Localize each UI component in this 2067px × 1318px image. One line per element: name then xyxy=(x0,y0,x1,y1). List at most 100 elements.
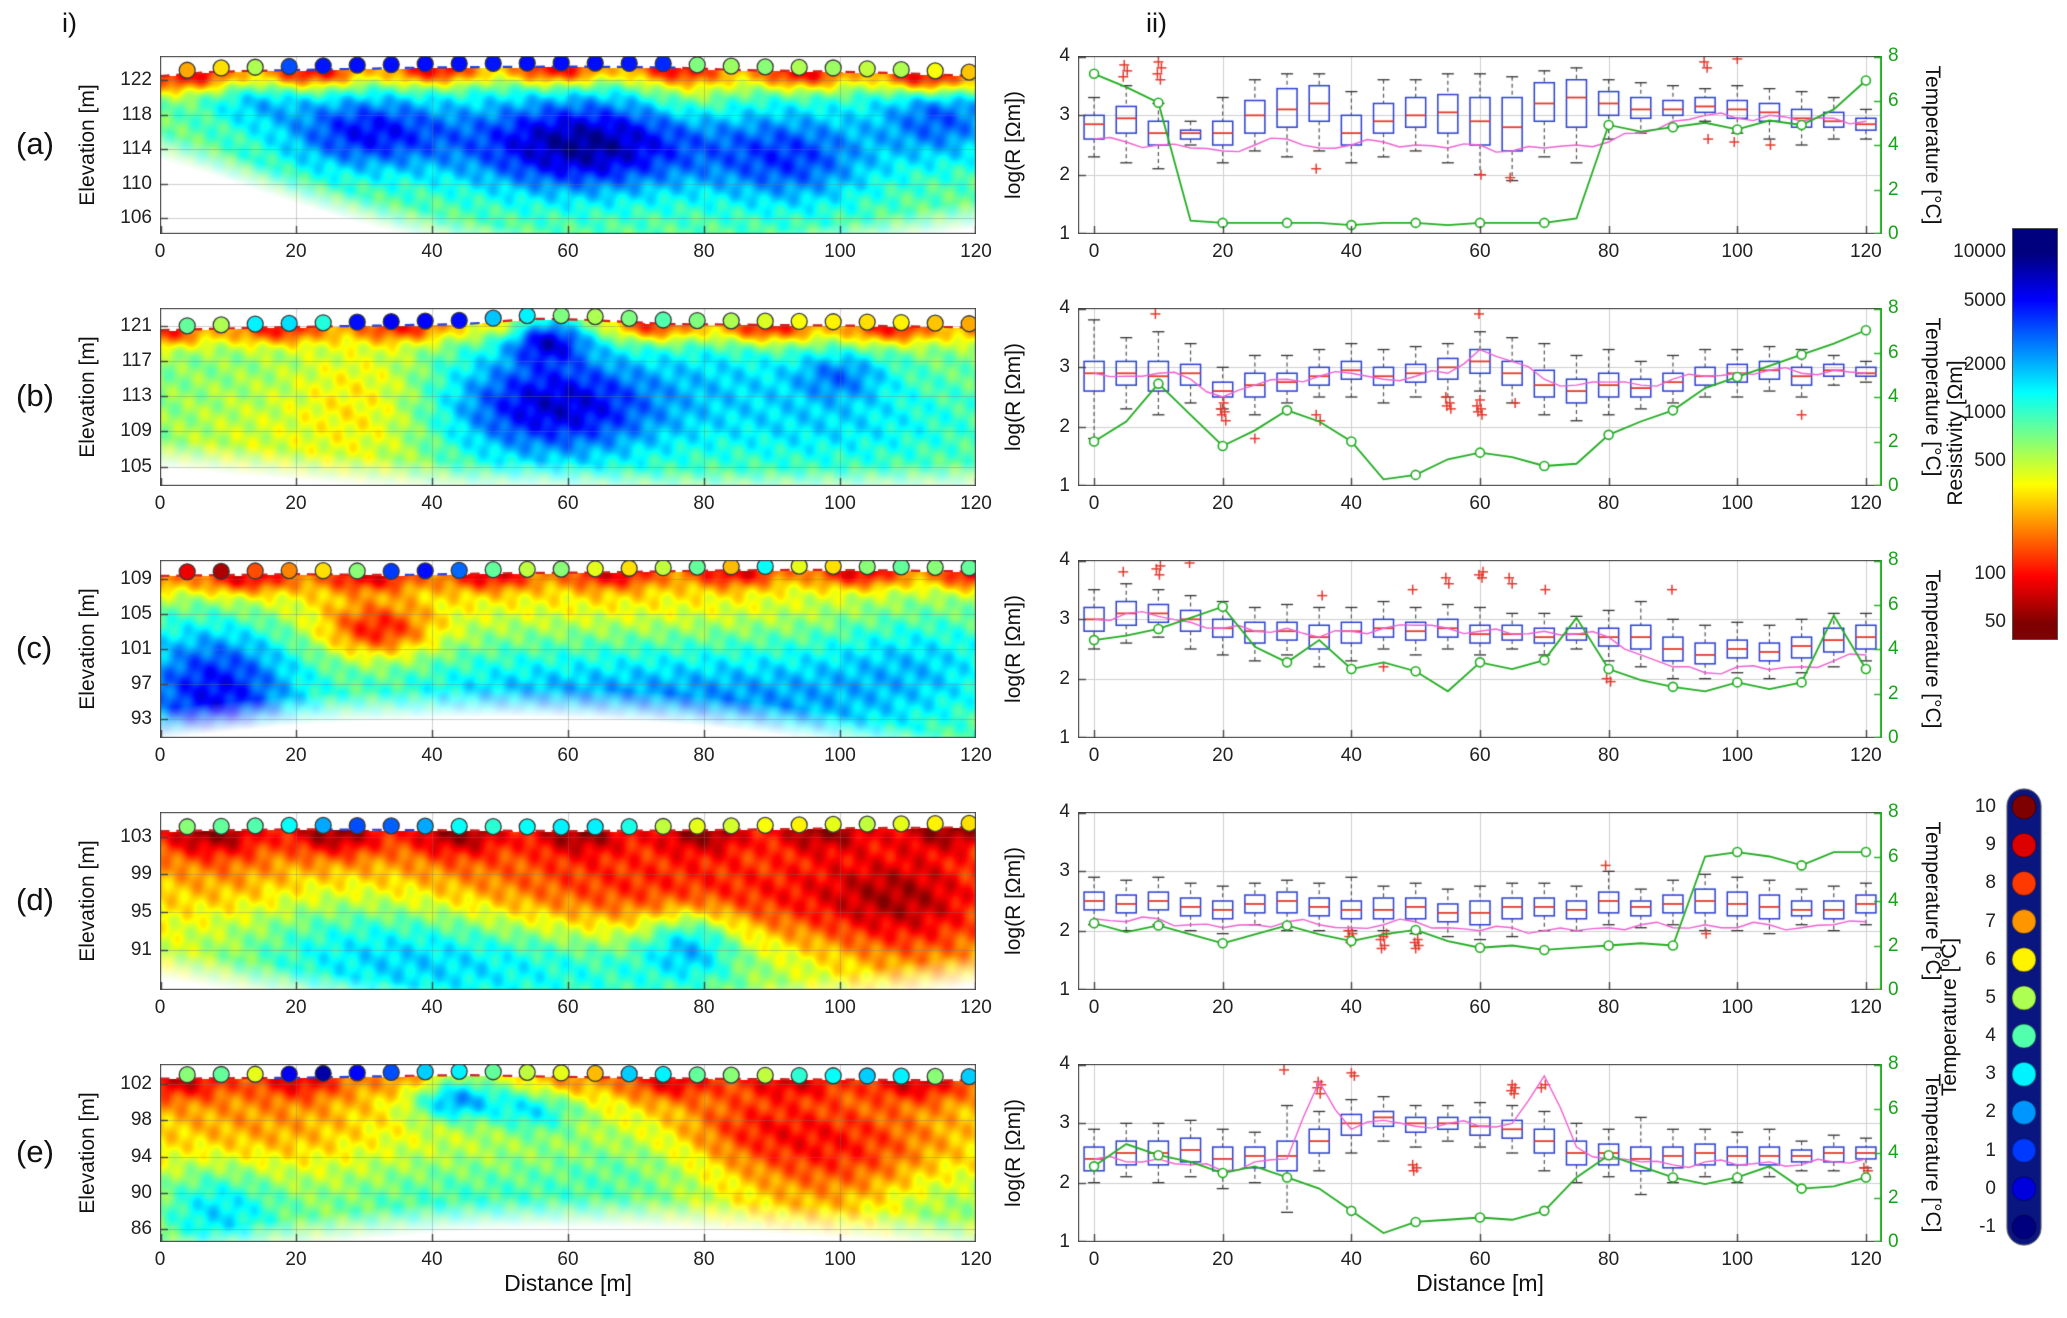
elevation-tick-label-a: 118 xyxy=(121,103,152,125)
column-label-ii: ii) xyxy=(1146,8,1167,38)
logR-tick-label-d: 2 xyxy=(1059,919,1070,941)
temperature-tick-label-b: 8 xyxy=(1888,297,1899,318)
profile-x-tick-label-c: 40 xyxy=(1340,745,1362,766)
section-x-tick-label-e: 60 xyxy=(557,1249,579,1270)
temperature-colorbar-tick-label: 5 xyxy=(1985,986,1996,1008)
section-x-tick-label-d: 120 xyxy=(960,997,992,1018)
section-heatmap-b xyxy=(160,308,976,486)
section-x-tick-label-d: 60 xyxy=(557,997,579,1018)
temperature-tick-label-a: 6 xyxy=(1888,89,1899,111)
elevation-tick-label-c: 109 xyxy=(120,568,152,590)
temperature-colorbar-tick-label: 10 xyxy=(1974,796,1996,818)
section-heatmap-c xyxy=(160,560,976,738)
temperature-tick-label-e: 8 xyxy=(1888,1053,1899,1074)
elevation-tick-label-e: 86 xyxy=(130,1218,152,1240)
temperature-tick-label-e: 4 xyxy=(1888,1142,1899,1163)
profile-x-tick-label-c: 0 xyxy=(1088,745,1100,766)
section-x-tick-label-e: 40 xyxy=(421,1249,443,1270)
resistivity-colorbar-tick-label: 50 xyxy=(1984,611,2006,633)
profile-boxplot-b xyxy=(1078,308,1882,486)
elevation-tick-label-d: 99 xyxy=(130,863,152,885)
profile-boxplot-d xyxy=(1078,812,1882,990)
temperature-colorbar-tick-label: 4 xyxy=(1985,1025,1996,1047)
elevation-tick-label-c: 97 xyxy=(130,672,152,694)
logR-tick-label-c: 4 xyxy=(1059,549,1070,570)
elevation-tick-label-e: 90 xyxy=(130,1181,152,1203)
logR-tick-label-d: 4 xyxy=(1059,801,1070,822)
section-x-tick-label-c: 80 xyxy=(693,745,715,766)
profile-x-tick-label-d: 100 xyxy=(1721,997,1754,1018)
logR-tick-label-b: 1 xyxy=(1059,475,1070,496)
temperature-tick-label-a: 2 xyxy=(1888,178,1899,200)
elevation-tick-label-a: 110 xyxy=(121,172,152,194)
temperature-colorbar-tick-label: 8 xyxy=(1985,872,1996,894)
panel-letter-b: (b) xyxy=(16,378,54,413)
section-x-tick-label-b: 40 xyxy=(421,493,443,514)
logR-tick-label-a: 2 xyxy=(1059,163,1070,185)
logR-tick-label-e: 4 xyxy=(1059,1053,1070,1074)
profile-x-tick-label-d: 120 xyxy=(1850,997,1882,1018)
logR-tick-label-a: 4 xyxy=(1059,45,1070,66)
profile-x-tick-label-b: 60 xyxy=(1469,493,1491,514)
profile-x-tick-label-a: 40 xyxy=(1340,241,1362,262)
section-x-tick-label-c: 40 xyxy=(421,745,443,766)
profile-x-tick-label-a: 0 xyxy=(1088,241,1100,262)
logR-tick-label-c: 3 xyxy=(1059,608,1070,630)
section-x-tick-label-b: 120 xyxy=(960,493,992,514)
resistivity-colorbar-tick-label: 5000 xyxy=(1963,289,2006,311)
panel-letter-e: (e) xyxy=(16,1134,54,1169)
profile-x-tick-label-b: 0 xyxy=(1088,493,1100,514)
resistivity-colorbar-tick-label: 10000 xyxy=(1953,241,2006,263)
section-x-tick-label-e: 0 xyxy=(154,1249,166,1270)
section-x-tick-label-a: 0 xyxy=(154,241,166,262)
logR-tick-label-b: 2 xyxy=(1059,415,1070,437)
profile-boxplot-e xyxy=(1078,1064,1882,1242)
profile-x-tick-label-b: 80 xyxy=(1598,493,1620,514)
profile-x-tick-label-c: 80 xyxy=(1598,745,1620,766)
profile-x-tick-label-d: 20 xyxy=(1212,997,1234,1018)
section-x-tick-label-d: 100 xyxy=(824,997,856,1018)
temperature-tick-label-d: 2 xyxy=(1888,934,1899,956)
profile-x-tick-label-a: 120 xyxy=(1850,241,1882,262)
section-x-tick-label-d: 40 xyxy=(421,997,443,1018)
section-x-tick-label-a: 20 xyxy=(285,241,307,262)
section-heatmap-a xyxy=(160,56,976,234)
profile-x-tick-label-e: 20 xyxy=(1212,1249,1234,1270)
resistivity-colorbar-tick-label: 100 xyxy=(1974,562,2006,584)
temperature-tick-label-b: 0 xyxy=(1888,475,1899,496)
logR-tick-label-a: 3 xyxy=(1059,104,1070,126)
elevation-tick-label-a: 114 xyxy=(121,138,152,160)
temperature-axis-label-c: Temperature [°C] xyxy=(1921,569,1944,729)
resistivity-colorbar-gradient xyxy=(2012,228,2058,640)
temperature-tick-label-c: 6 xyxy=(1888,593,1899,615)
profile-boxplot-a xyxy=(1078,56,1882,234)
section-x-tick-label-a: 100 xyxy=(824,241,856,262)
temperature-axis-label-a: Temperature [°C] xyxy=(1921,65,1944,225)
section-x-tick-label-e: 120 xyxy=(960,1249,992,1270)
profile-x-tick-label-b: 20 xyxy=(1212,493,1234,514)
temperature-colorbar-dots xyxy=(2004,788,2044,1246)
elevation-tick-label-d: 103 xyxy=(120,825,152,847)
profile-x-tick-label-d: 60 xyxy=(1469,997,1491,1018)
temperature-tick-label-c: 4 xyxy=(1888,638,1899,659)
section-x-tick-label-b: 0 xyxy=(154,493,166,514)
temperature-axis-label-e: Temperature [°C] xyxy=(1921,1073,1944,1233)
logR-tick-label-c: 2 xyxy=(1059,667,1070,689)
section-heatmap-e xyxy=(160,1064,976,1242)
elevation-tick-label-c: 93 xyxy=(130,707,152,729)
elevation-tick-label-b: 113 xyxy=(121,385,152,407)
temperature-tick-label-d: 0 xyxy=(1888,979,1899,1000)
resistivity-colorbar-tick-label: 500 xyxy=(1974,450,2006,472)
temperature-tick-label-d: 6 xyxy=(1888,845,1899,867)
profile-x-tick-label-e: 0 xyxy=(1088,1249,1100,1270)
section-x-tick-label-c: 60 xyxy=(557,745,579,766)
profile-x-tick-label-a: 80 xyxy=(1598,241,1620,262)
temperature-colorbar-tick-label: 3 xyxy=(1985,1063,1996,1085)
logR-tick-label-e: 2 xyxy=(1059,1171,1070,1193)
temperature-tick-label-b: 6 xyxy=(1888,341,1899,363)
temperature-colorbar-tick-label: 2 xyxy=(1985,1101,1996,1123)
logR-tick-label-e: 1 xyxy=(1059,1231,1070,1252)
temperature-tick-label-c: 8 xyxy=(1888,549,1899,570)
temperature-colorbar-tick-label: -1 xyxy=(1979,1215,1996,1237)
